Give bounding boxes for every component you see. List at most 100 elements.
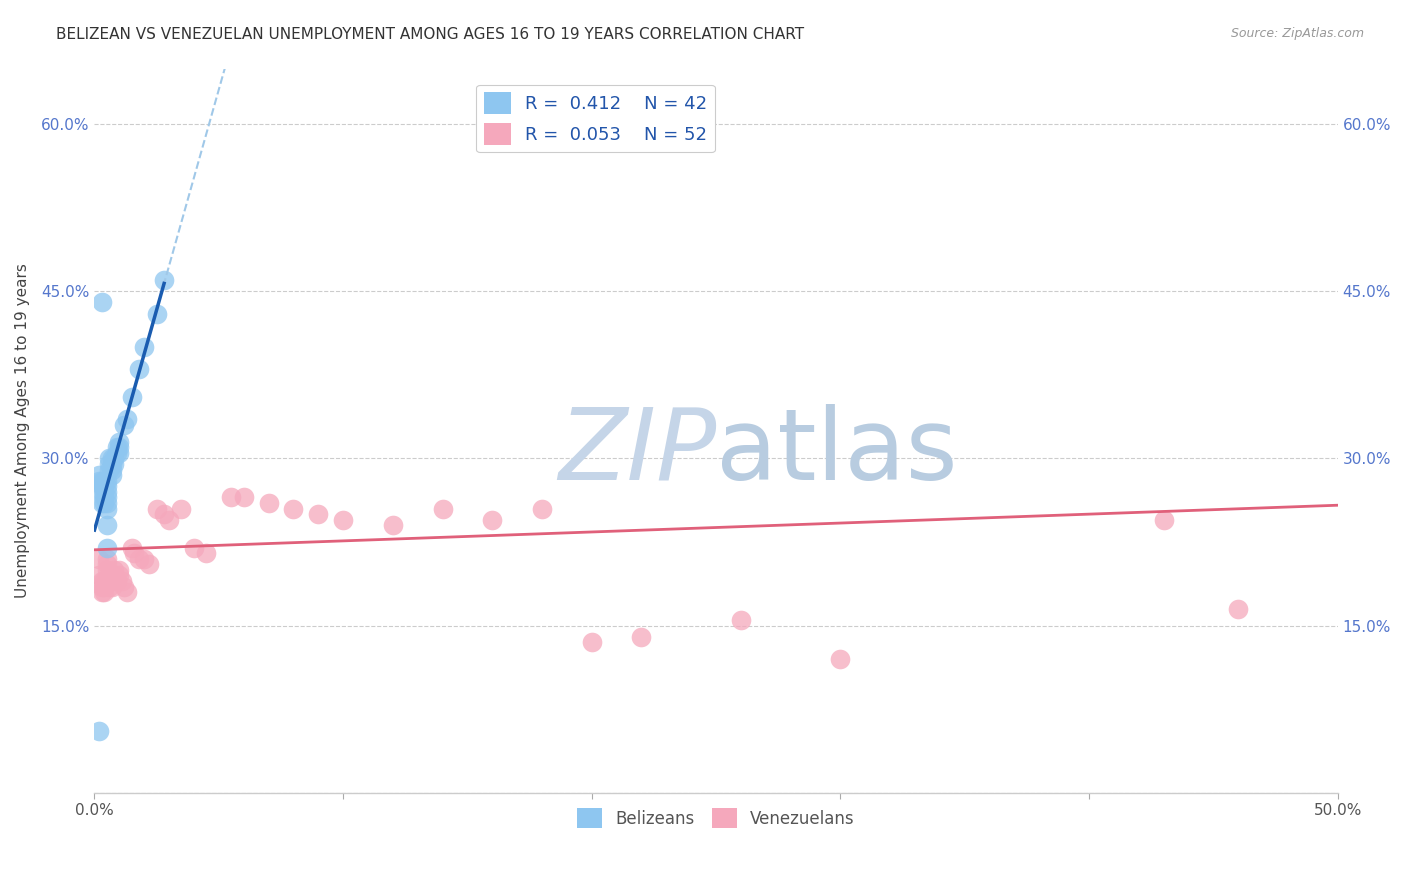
Point <box>96 518 118 533</box>
Point <box>90 585 112 599</box>
Point <box>93 496 115 510</box>
Point <box>122 546 145 560</box>
Point <box>115 585 138 599</box>
Point <box>108 446 131 460</box>
Point <box>90 295 112 310</box>
Point <box>170 501 193 516</box>
Point <box>101 457 124 471</box>
Point <box>89 468 111 483</box>
Text: Source: ZipAtlas.com: Source: ZipAtlas.com <box>1230 27 1364 40</box>
Point <box>98 462 121 476</box>
Point <box>195 546 218 560</box>
Point <box>112 580 135 594</box>
Point <box>96 491 118 505</box>
Point <box>93 474 115 488</box>
Point <box>93 479 115 493</box>
Y-axis label: Unemployment Among Ages 16 to 19 years: Unemployment Among Ages 16 to 19 years <box>15 263 30 598</box>
Point <box>101 451 124 466</box>
Point <box>93 585 115 599</box>
Point <box>98 451 121 466</box>
Point <box>138 558 160 572</box>
Point <box>183 541 205 555</box>
Point <box>103 568 125 582</box>
Point <box>108 434 131 449</box>
Point <box>108 568 131 582</box>
Point <box>630 630 652 644</box>
Point <box>96 501 118 516</box>
Point <box>134 551 156 566</box>
Point <box>121 541 143 555</box>
Point <box>89 551 111 566</box>
Text: BELIZEAN VS VENEZUELAN UNEMPLOYMENT AMONG AGES 16 TO 19 YEARS CORRELATION CHART: BELIZEAN VS VENEZUELAN UNEMPLOYMENT AMON… <box>56 27 804 42</box>
Point <box>219 491 242 505</box>
Point <box>90 479 112 493</box>
Point <box>128 551 150 566</box>
Point <box>108 563 131 577</box>
Point <box>101 574 124 588</box>
Point <box>98 457 121 471</box>
Point <box>134 340 156 354</box>
Point <box>96 574 118 588</box>
Point <box>145 307 167 321</box>
Point <box>98 568 121 582</box>
Point <box>93 580 115 594</box>
Point <box>153 273 176 287</box>
Point <box>96 496 118 510</box>
Point <box>98 574 121 588</box>
Point <box>96 551 118 566</box>
Point <box>96 558 118 572</box>
Point <box>103 457 125 471</box>
Text: atlas: atlas <box>716 404 957 500</box>
Point <box>96 479 118 493</box>
Point <box>105 446 128 460</box>
Point <box>1153 513 1175 527</box>
Point <box>89 568 111 582</box>
Point <box>103 563 125 577</box>
Point <box>93 491 115 505</box>
Point <box>96 563 118 577</box>
Point <box>98 580 121 594</box>
Point <box>103 451 125 466</box>
Point <box>96 541 118 555</box>
Point <box>101 580 124 594</box>
Point <box>481 513 503 527</box>
Point <box>112 417 135 432</box>
Point <box>90 580 112 594</box>
Point <box>115 412 138 426</box>
Point <box>381 518 404 533</box>
Point <box>93 574 115 588</box>
Point <box>332 513 354 527</box>
Point <box>830 652 852 666</box>
Point <box>90 484 112 499</box>
Legend: Belizeans, Venezuelans: Belizeans, Venezuelans <box>571 801 862 835</box>
Point <box>89 724 111 739</box>
Text: ZIP: ZIP <box>558 404 716 500</box>
Point <box>232 491 254 505</box>
Point <box>90 496 112 510</box>
Point <box>96 484 118 499</box>
Point <box>89 474 111 488</box>
Point <box>101 462 124 476</box>
Point <box>1227 602 1250 616</box>
Point <box>145 501 167 516</box>
Point <box>257 496 280 510</box>
Point <box>128 362 150 376</box>
Point <box>307 507 329 521</box>
Point <box>101 468 124 483</box>
Point <box>581 635 603 649</box>
Point <box>730 613 752 627</box>
Point <box>157 513 180 527</box>
Point <box>530 501 553 516</box>
Point <box>283 501 305 516</box>
Point <box>153 507 176 521</box>
Point <box>105 574 128 588</box>
Point <box>96 474 118 488</box>
Point <box>90 574 112 588</box>
Point <box>121 390 143 404</box>
Point <box>432 501 454 516</box>
Point <box>105 440 128 454</box>
Point <box>93 484 115 499</box>
Point <box>111 574 134 588</box>
Point <box>108 440 131 454</box>
Point <box>90 474 112 488</box>
